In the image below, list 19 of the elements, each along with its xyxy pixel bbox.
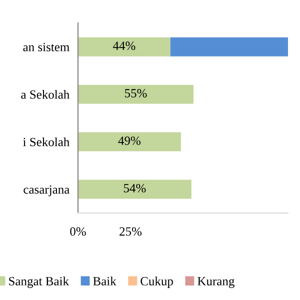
data-label: 55% xyxy=(125,89,147,98)
bar xyxy=(78,84,194,104)
y-tick-label: casarjana xyxy=(24,185,70,196)
data-label: 44% xyxy=(112,42,136,50)
x-tick-label: 0% xyxy=(70,227,86,236)
legend-label: Sangat Baik xyxy=(9,276,70,288)
y-tick-label: a Sekolah xyxy=(21,90,70,99)
legend-label: Kurang xyxy=(198,277,234,288)
y-tick-label: i Sekolah xyxy=(23,137,70,146)
x-tick-label: 25% xyxy=(120,227,142,236)
bar xyxy=(78,37,170,56)
y-tick-label: an sistem xyxy=(23,42,70,52)
bar xyxy=(78,180,192,199)
legend-label: Baik xyxy=(93,276,116,286)
data-label: 49% xyxy=(118,136,140,145)
legend-label: Cukup xyxy=(140,276,173,288)
data-label: 54% xyxy=(124,184,146,192)
bar xyxy=(78,132,181,152)
bar xyxy=(170,37,288,56)
